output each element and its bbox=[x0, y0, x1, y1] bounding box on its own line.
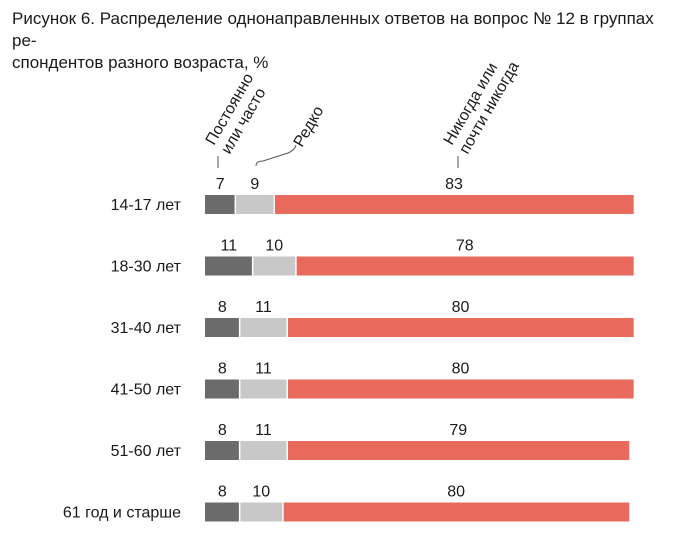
value-label-row-3-series-1: 8 bbox=[218, 299, 227, 316]
value-label-row-3-series-3: 80 bbox=[452, 299, 470, 316]
category-label-1: 14-17 лет bbox=[111, 197, 182, 214]
bar-row-2-series-1 bbox=[205, 256, 252, 276]
category-label-3: 31-40 лет bbox=[111, 320, 182, 337]
title-line-2: спондентов разного возраста, % bbox=[12, 53, 269, 72]
bar-row-2-series-2 bbox=[253, 256, 296, 276]
value-label-row-5-series-1: 8 bbox=[218, 422, 227, 439]
chart-title: Рисунок 6. Распределение однонаправленны… bbox=[12, 8, 682, 74]
bar-row-6-series-1 bbox=[205, 502, 239, 522]
category-label-6: 61 год и старше bbox=[63, 505, 181, 522]
bar-row-1-series-1 bbox=[205, 195, 235, 214]
bar-row-5-series-3 bbox=[288, 441, 630, 460]
bar-row-5-series-1 bbox=[205, 441, 239, 460]
value-label-row-5-series-2: 11 bbox=[255, 422, 272, 439]
category-label-2: 18-30 лет bbox=[111, 259, 182, 276]
value-label-row-2-series-3: 78 bbox=[456, 238, 474, 255]
value-label-row-6-series-2: 10 bbox=[252, 484, 270, 501]
bar-row-3-series-1 bbox=[205, 318, 239, 337]
bar-row-6-series-3 bbox=[283, 502, 630, 522]
value-label-row-2-series-2: 10 bbox=[265, 238, 283, 255]
value-label-row-1-series-3: 83 bbox=[445, 176, 463, 193]
bar-row-3-series-2 bbox=[240, 318, 287, 337]
bar-row-1-series-2 bbox=[236, 195, 274, 214]
title-line-1: Рисунок 6. Распределение однонаправленны… bbox=[12, 9, 654, 50]
bar-row-3-series-3 bbox=[288, 318, 634, 337]
series-label-1: Постоянноили часто bbox=[203, 70, 273, 157]
value-label-row-1-series-2: 9 bbox=[250, 176, 259, 193]
bar-row-4-series-3 bbox=[288, 379, 634, 399]
series-label-2-line-1: Редко bbox=[291, 103, 328, 150]
bar-row-6-series-2 bbox=[240, 502, 283, 522]
bar-row-4-series-2 bbox=[240, 379, 287, 399]
bar-row-4-series-1 bbox=[205, 379, 239, 399]
bar-row-1-series-3 bbox=[275, 195, 634, 214]
value-label-row-4-series-1: 8 bbox=[218, 361, 227, 378]
value-label-row-2-series-1: 11 bbox=[221, 238, 238, 255]
leader-line-series-2 bbox=[255, 144, 297, 167]
value-label-row-6-series-3: 80 bbox=[447, 484, 465, 501]
value-label-row-4-series-3: 80 bbox=[452, 361, 470, 378]
bar-row-5-series-2 bbox=[240, 441, 287, 460]
bar-row-2-series-3 bbox=[296, 256, 634, 276]
category-label-5: 51-60 лет bbox=[111, 443, 182, 460]
value-label-row-5-series-3: 79 bbox=[449, 422, 467, 439]
category-label-4: 41-50 лет bbox=[111, 382, 182, 399]
value-label-row-3-series-2: 11 bbox=[255, 299, 272, 316]
value-label-row-1-series-1: 7 bbox=[216, 176, 225, 193]
value-label-row-4-series-2: 11 bbox=[255, 361, 272, 378]
series-label-2: Редко bbox=[291, 103, 328, 150]
value-label-row-6-series-1: 8 bbox=[218, 484, 227, 501]
series-label-3: Никогда илипочти никогда bbox=[441, 50, 523, 157]
